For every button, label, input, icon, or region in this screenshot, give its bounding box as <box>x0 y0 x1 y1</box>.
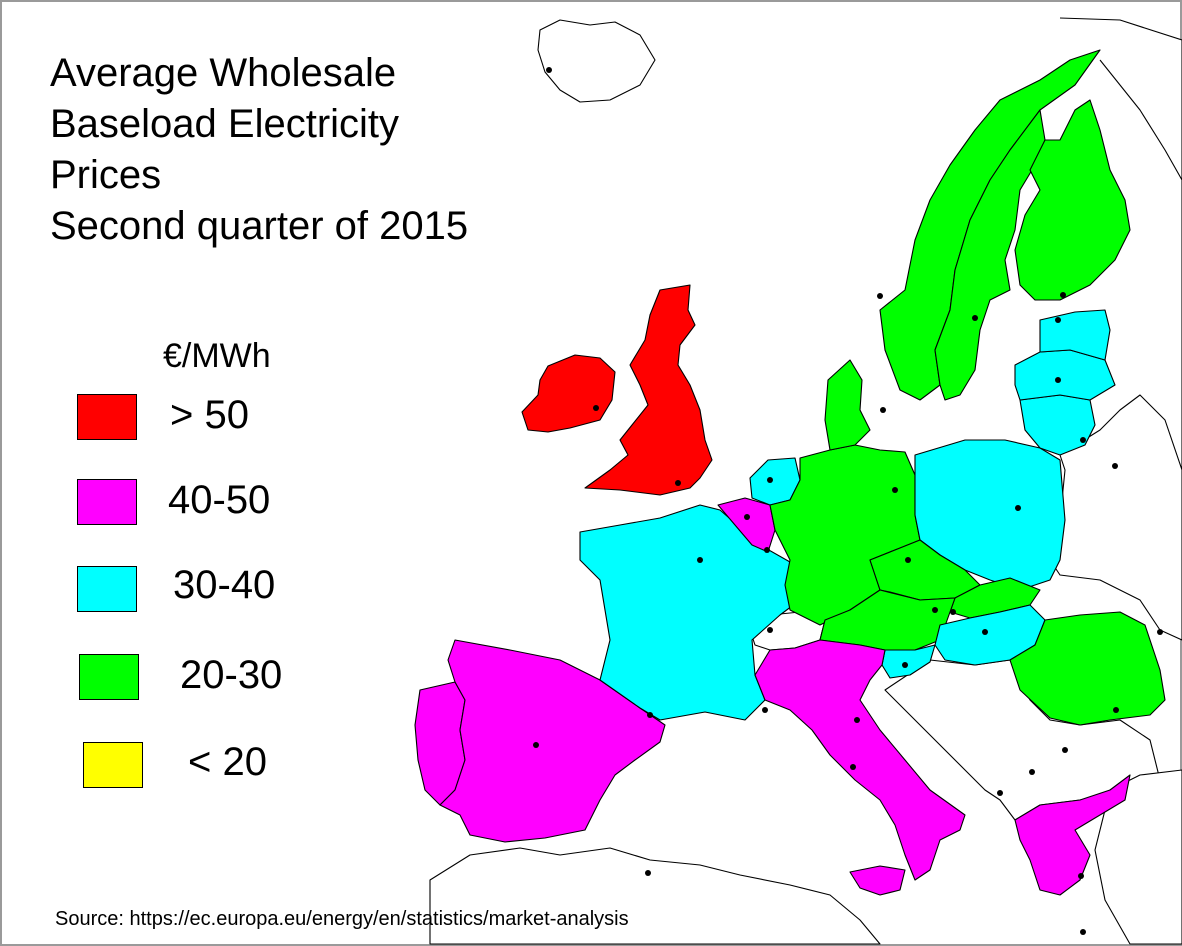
map-title: Average Wholesale Baseload Electricity P… <box>50 48 468 252</box>
country-italy <box>754 639 966 881</box>
north-africa-outline <box>429 847 881 945</box>
neutral-land <box>429 17 1182 945</box>
countries <box>414 49 1166 896</box>
capital-dot <box>1055 377 1061 383</box>
title-line-2: Baseload Electricity <box>50 102 400 146</box>
capital-dot <box>767 477 773 483</box>
capital-dot <box>905 557 911 563</box>
legend-swatch-cyan <box>77 566 137 612</box>
capital-dot <box>892 487 898 493</box>
capital-dot <box>533 742 539 748</box>
iceland-outline <box>537 19 656 103</box>
country-ireland <box>521 354 616 433</box>
legend-label-30-40: 30-40 <box>173 563 276 607</box>
country-united-kingdom <box>584 284 713 496</box>
legend-label-20-30: 20-30 <box>180 653 283 697</box>
capital-dot <box>932 607 938 613</box>
legend-swatch-yellow <box>83 742 143 788</box>
capital-dot <box>1112 463 1118 469</box>
country-sicily <box>849 865 906 896</box>
capital-dot <box>850 764 856 770</box>
turkey-outline <box>1094 769 1182 945</box>
country-romania <box>1009 611 1166 726</box>
capital-dot <box>1060 292 1066 298</box>
country-finland <box>1014 99 1131 301</box>
capital-dot <box>762 707 768 713</box>
capital-dot <box>593 405 599 411</box>
legend-unit: €/MWh <box>163 337 271 375</box>
legend-label-over-50: > 50 <box>170 393 249 437</box>
country-austria <box>819 589 956 651</box>
capital-dot <box>744 514 750 520</box>
capital-dot <box>1113 707 1119 713</box>
capital-dot <box>546 67 552 73</box>
title-line-4: Second quarter of 2015 <box>50 204 469 248</box>
capital-dot <box>854 717 860 723</box>
capital-dot <box>972 315 978 321</box>
country-slovenia <box>881 644 936 679</box>
capital-dot <box>767 627 773 633</box>
capital-dot <box>675 480 681 486</box>
capital-dot <box>1157 629 1163 635</box>
capital-dot <box>1055 317 1061 323</box>
source-note: Source: https://ec.europa.eu/energy/en/s… <box>55 908 629 930</box>
country-sweden <box>934 109 1046 401</box>
capital-dot <box>647 712 653 718</box>
capital-dot <box>1015 505 1021 511</box>
title-line-1: Average Wholesale <box>50 51 397 95</box>
country-denmark <box>824 359 871 451</box>
legend-swatch-magenta <box>77 479 137 525</box>
capital-dot <box>880 407 886 413</box>
legend-swatch-red <box>77 394 137 440</box>
capital-dot <box>1080 929 1086 935</box>
capital-dot <box>902 662 908 668</box>
capital-dot <box>877 293 883 299</box>
capital-dot <box>645 870 651 876</box>
capital-dot <box>1078 873 1084 879</box>
capital-dot <box>982 629 988 635</box>
legend-swatch-green <box>79 654 139 700</box>
capital-markers <box>533 67 1163 935</box>
country-belgium <box>717 497 776 553</box>
title-line-3: Prices <box>50 153 162 197</box>
capital-dot <box>1062 747 1068 753</box>
legend-label-under-20: < 20 <box>188 740 267 784</box>
capital-dot <box>997 790 1003 796</box>
capital-dot <box>950 609 956 615</box>
country-greece <box>1014 774 1131 896</box>
capital-dot <box>1080 437 1086 443</box>
legend-label-40-50: 40-50 <box>168 478 271 522</box>
capital-dot <box>1029 769 1035 775</box>
capital-dot <box>697 557 703 563</box>
capital-dot <box>764 547 770 553</box>
